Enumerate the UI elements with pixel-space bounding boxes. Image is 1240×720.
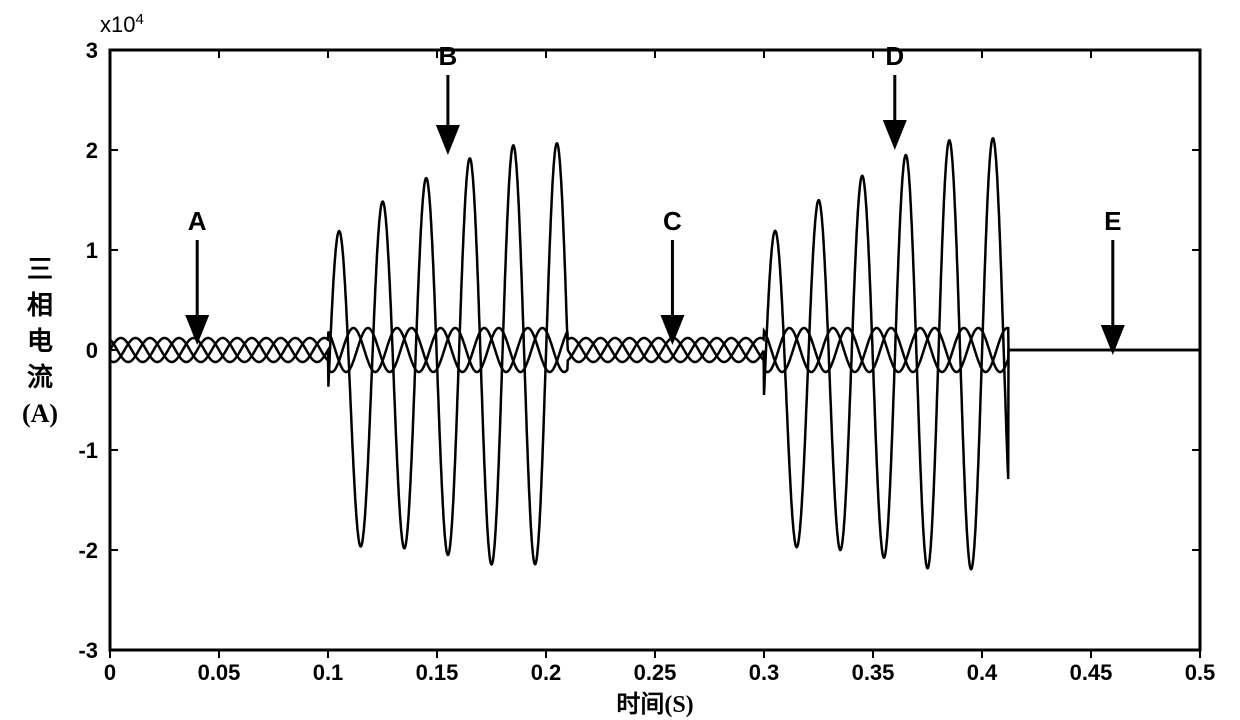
annotation-e-label: E xyxy=(1104,206,1121,236)
y-tick-label: -1 xyxy=(78,438,98,463)
y-tick-label: -2 xyxy=(78,538,98,563)
x-axis-label: 时间(S) xyxy=(616,691,693,718)
x-tick-label: 0.5 xyxy=(1185,660,1216,685)
phase-1-line xyxy=(110,138,1200,569)
x-tick-label: 0.2 xyxy=(531,660,562,685)
y-axis-label-char: 相 xyxy=(27,291,53,320)
x-tick-label: 0.15 xyxy=(416,660,459,685)
annotation-a-label: A xyxy=(188,206,207,236)
x-tick-label: 0 xyxy=(104,660,116,685)
x-tick-label: 0.1 xyxy=(313,660,344,685)
annotation-c-label: C xyxy=(663,206,682,236)
waveform-group xyxy=(110,138,1200,569)
x-tick-label: 0.35 xyxy=(852,660,895,685)
x-tick-label: 0.4 xyxy=(967,660,998,685)
x-tick-label: 0.3 xyxy=(749,660,780,685)
y-tick-label: 0 xyxy=(86,338,98,363)
y-axis-label-char: 流 xyxy=(27,363,53,392)
y-axis-label-char: (A) xyxy=(22,399,58,428)
y-tick-label: 2 xyxy=(86,138,98,163)
annotation-d-label: D xyxy=(885,41,904,71)
x-tick-label: 0.25 xyxy=(634,660,677,685)
annotation-b-label: B xyxy=(439,41,458,71)
y-axis-label-char: 三 xyxy=(27,255,53,284)
y-tick-label: 1 xyxy=(86,238,98,263)
chart-container: 0 0.05 0.1 0.15 0.2 0.25 0.3 0.35 0.4 0.45 0.5 -3 -2… xyxy=(0,0,1240,720)
waveform-chart: 0 0.05 0.1 0.15 0.2 0.25 0.3 0.35 0.4 0.45 0.5 -3 -2… xyxy=(0,0,1240,720)
y-tick-label: -3 xyxy=(78,638,98,663)
y-axis-label-char: 电 xyxy=(27,327,53,356)
x-tick-label: 0.05 xyxy=(198,660,241,685)
x-tick-label: 0.45 xyxy=(1070,660,1113,685)
y-axis-multiplier: x104 xyxy=(100,11,144,38)
y-tick-label: 3 xyxy=(86,38,98,63)
